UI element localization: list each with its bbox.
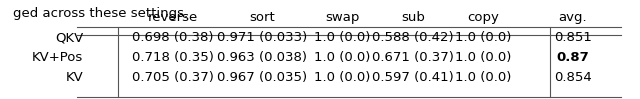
Text: copy: copy <box>467 11 499 24</box>
Text: KV+Pos: KV+Pos <box>32 51 83 64</box>
Text: 0.671 (0.37): 0.671 (0.37) <box>372 51 454 64</box>
Text: 1.0 (0.0): 1.0 (0.0) <box>455 31 511 44</box>
Text: 0.967 (0.035): 0.967 (0.035) <box>218 71 307 84</box>
Text: 0.963 (0.038): 0.963 (0.038) <box>218 51 307 64</box>
Text: 1.0 (0.0): 1.0 (0.0) <box>314 31 371 44</box>
Text: 0.971 (0.033): 0.971 (0.033) <box>217 31 308 44</box>
Text: avg.: avg. <box>559 11 587 24</box>
Text: 0.851: 0.851 <box>554 31 592 44</box>
Text: 1.0 (0.0): 1.0 (0.0) <box>314 71 371 84</box>
Text: KV: KV <box>65 71 83 84</box>
Text: 1.0 (0.0): 1.0 (0.0) <box>455 71 511 84</box>
Text: QKV: QKV <box>55 31 83 44</box>
Text: 0.87: 0.87 <box>556 51 589 64</box>
Text: 0.718 (0.35): 0.718 (0.35) <box>132 51 214 64</box>
Text: 1.0 (0.0): 1.0 (0.0) <box>455 51 511 64</box>
Text: 0.588 (0.42): 0.588 (0.42) <box>372 31 454 44</box>
Text: 0.705 (0.37): 0.705 (0.37) <box>132 71 214 84</box>
Text: 1.0 (0.0): 1.0 (0.0) <box>314 51 371 64</box>
Text: 0.597 (0.41): 0.597 (0.41) <box>372 71 454 84</box>
Text: sort: sort <box>250 11 275 24</box>
Text: 0.854: 0.854 <box>554 71 591 84</box>
Text: 0.698 (0.38): 0.698 (0.38) <box>132 31 214 44</box>
Text: reverse: reverse <box>148 11 198 24</box>
Text: sub: sub <box>401 11 425 24</box>
Text: ged across these settings.: ged across these settings. <box>13 7 188 20</box>
Text: swap: swap <box>325 11 360 24</box>
